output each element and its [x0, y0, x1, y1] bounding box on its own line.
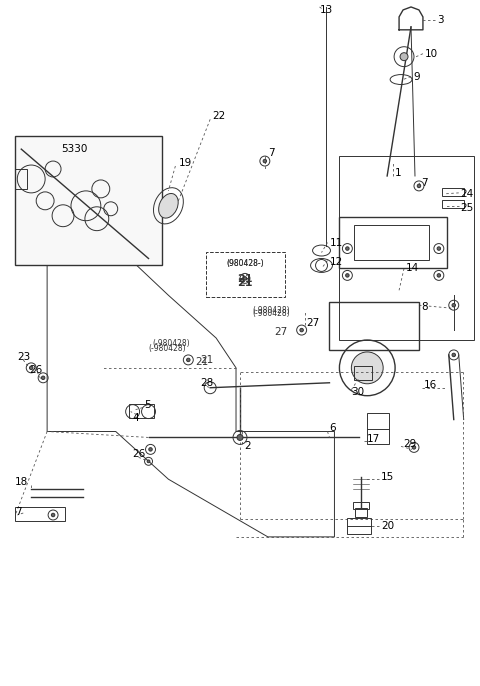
Circle shape [51, 513, 55, 517]
Text: 29: 29 [403, 440, 416, 449]
Text: 4: 4 [132, 412, 139, 423]
Text: 21: 21 [237, 279, 253, 288]
Circle shape [346, 247, 349, 250]
Circle shape [300, 329, 303, 332]
Text: (980428-): (980428-) [226, 259, 264, 268]
Bar [15, 507, 65, 521]
Text: 26: 26 [132, 449, 146, 460]
Circle shape [400, 53, 408, 60]
Text: 17: 17 [367, 434, 381, 445]
Circle shape [452, 353, 456, 357]
Circle shape [452, 303, 456, 307]
Text: 19: 19 [179, 158, 192, 168]
Circle shape [29, 366, 33, 370]
Bar [339, 217, 447, 268]
Text: 22: 22 [212, 111, 226, 121]
Text: 2: 2 [244, 441, 251, 451]
Text: 14: 14 [406, 263, 420, 274]
Text: 7: 7 [421, 178, 428, 188]
Text: 25: 25 [461, 203, 474, 213]
Circle shape [263, 159, 266, 163]
Bar [355, 508, 367, 517]
Text: 21: 21 [237, 274, 253, 285]
Text: 11: 11 [329, 237, 343, 248]
Bar [354, 366, 372, 380]
Text: 15: 15 [381, 472, 395, 482]
Bar [15, 137, 162, 265]
Text: 28: 28 [200, 378, 214, 388]
Circle shape [243, 276, 247, 280]
Text: 18: 18 [15, 477, 28, 487]
Text: (-980428): (-980428) [252, 309, 289, 318]
Circle shape [437, 247, 441, 250]
Text: (-980428): (-980428) [148, 344, 186, 353]
Text: (-980428): (-980428) [252, 306, 289, 315]
Text: 12: 12 [329, 257, 343, 268]
Text: 5330: 5330 [61, 144, 87, 154]
Text: 21: 21 [195, 357, 208, 367]
Text: 16: 16 [424, 380, 437, 390]
Text: 27: 27 [307, 318, 320, 328]
Bar [353, 502, 369, 509]
Bar [442, 188, 464, 196]
Ellipse shape [158, 193, 178, 218]
Circle shape [147, 460, 150, 462]
Circle shape [437, 274, 441, 277]
Text: 24: 24 [461, 189, 474, 199]
Text: 30: 30 [351, 387, 364, 397]
Text: 21: 21 [200, 355, 214, 365]
Text: 27: 27 [275, 327, 288, 337]
Text: 20: 20 [381, 521, 394, 531]
Bar [354, 225, 429, 261]
Text: 9: 9 [413, 71, 420, 82]
Text: (-980428): (-980428) [153, 339, 190, 348]
Text: 23: 23 [17, 352, 31, 362]
Text: 3: 3 [437, 15, 444, 25]
Bar [442, 200, 464, 208]
Bar [367, 412, 389, 445]
Circle shape [41, 376, 45, 379]
Text: 6: 6 [329, 423, 336, 432]
Text: 26: 26 [29, 365, 42, 375]
Bar [348, 518, 371, 534]
Text: 13: 13 [320, 5, 333, 15]
Text: 1: 1 [395, 168, 402, 178]
Circle shape [417, 184, 420, 188]
Circle shape [237, 434, 243, 440]
Text: 8: 8 [421, 303, 428, 312]
Text: (980428-): (980428-) [226, 259, 264, 268]
Circle shape [412, 446, 416, 449]
Text: 7: 7 [268, 148, 275, 158]
Circle shape [149, 448, 152, 451]
Bar [339, 156, 474, 340]
Circle shape [187, 358, 190, 362]
Circle shape [351, 352, 383, 383]
Circle shape [346, 274, 349, 277]
Bar [15, 169, 27, 189]
Text: 10: 10 [425, 49, 438, 59]
Text: 5: 5 [144, 400, 151, 410]
Bar [129, 403, 155, 418]
Text: 7: 7 [15, 507, 22, 517]
Bar [329, 303, 419, 350]
